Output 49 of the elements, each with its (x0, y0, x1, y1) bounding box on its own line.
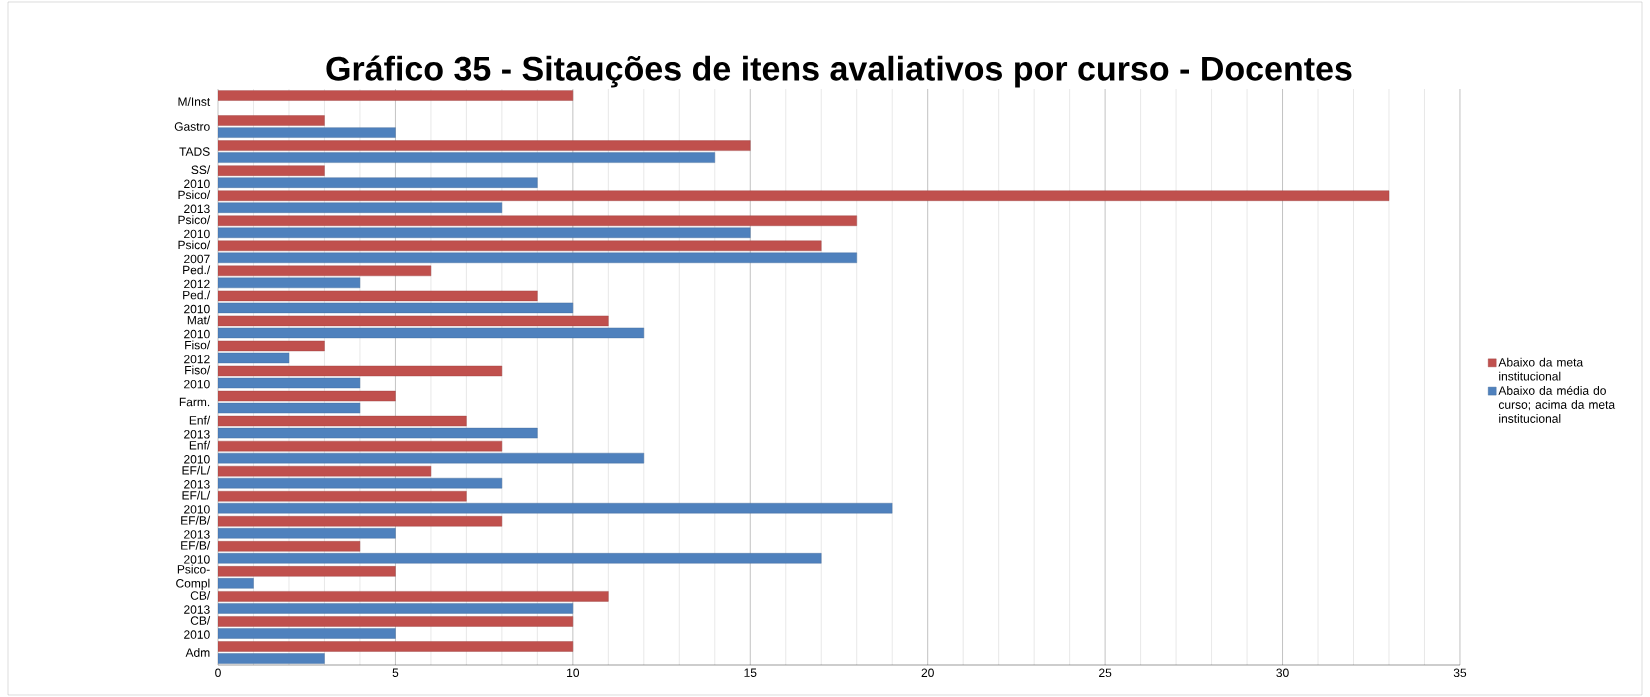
x-tick-label: 10 (567, 668, 580, 678)
y-tick-label: Enf/ 2010 (184, 440, 211, 464)
y-tick-label: Enf/ 2013 (184, 415, 211, 439)
y-tick-label: M/Inst (178, 97, 211, 106)
bar (218, 591, 609, 602)
x-tick-label: 35 (1453, 668, 1467, 678)
y-tick-label: EF/L/ 2013 (182, 465, 211, 489)
bar (218, 641, 574, 652)
y-tick-label: Mat/ 2010 (184, 315, 211, 339)
bar (218, 177, 538, 188)
y-tick-label: CB/ 2013 (184, 591, 211, 614)
y-tick-label: Fiso/ 2012 (184, 340, 211, 364)
y-tick-label: EF/L/ 2010 (182, 490, 211, 514)
x-tick-label: 5 (392, 668, 399, 677)
y-tick-label: EF/B/ 2013 (181, 515, 211, 539)
bar (218, 252, 857, 263)
y-tick-label: Psico- Compl (176, 564, 210, 590)
legend-label: Abaixo da média do curso; acima da meta institucional (1498, 385, 1616, 423)
y-tick-label: Psico/ 2010 (178, 215, 211, 239)
y-tick-label: CB/ 2010 (184, 616, 211, 639)
bar (218, 90, 574, 101)
legend-label: Abaixo da meta institucional (1498, 357, 1584, 381)
y-tick-label: TADS (179, 147, 210, 156)
y-tick-label: Gastro (174, 122, 210, 131)
y-tick-label: Ped./ 2010 (183, 290, 211, 314)
bar (218, 616, 574, 627)
bar (218, 152, 715, 163)
y-tick-label: Fiso/ 2010 (184, 365, 211, 389)
bar (218, 215, 857, 226)
x-tick-label: 25 (1099, 668, 1112, 678)
bar (218, 553, 822, 564)
bar (218, 503, 893, 514)
x-tick-label: 15 (744, 668, 757, 677)
chart-title: Gráfico 35 - Sitauções de itens avaliativos por curso - Docentes (326, 55, 1352, 88)
bar (218, 190, 1390, 201)
y-tick-label: EF/B/ 2010 (181, 540, 211, 564)
bar (218, 603, 574, 614)
x-tick-label: 30 (1276, 668, 1289, 678)
bar (218, 140, 751, 151)
y-tick-label: Psico/ 2013 (178, 190, 211, 214)
y-tick-label: SS/ 2010 (184, 165, 211, 189)
y-tick-label: Psico/ 2007 (178, 240, 211, 264)
x-tick-label: 0 (215, 668, 221, 678)
x-tick-label: 20 (921, 668, 934, 678)
y-tick-label: Adm (185, 648, 210, 657)
y-tick-label: Ped./ 2012 (183, 265, 211, 289)
bar (218, 227, 751, 238)
y-tick-label: Farm. (179, 397, 210, 407)
bar (218, 240, 822, 251)
